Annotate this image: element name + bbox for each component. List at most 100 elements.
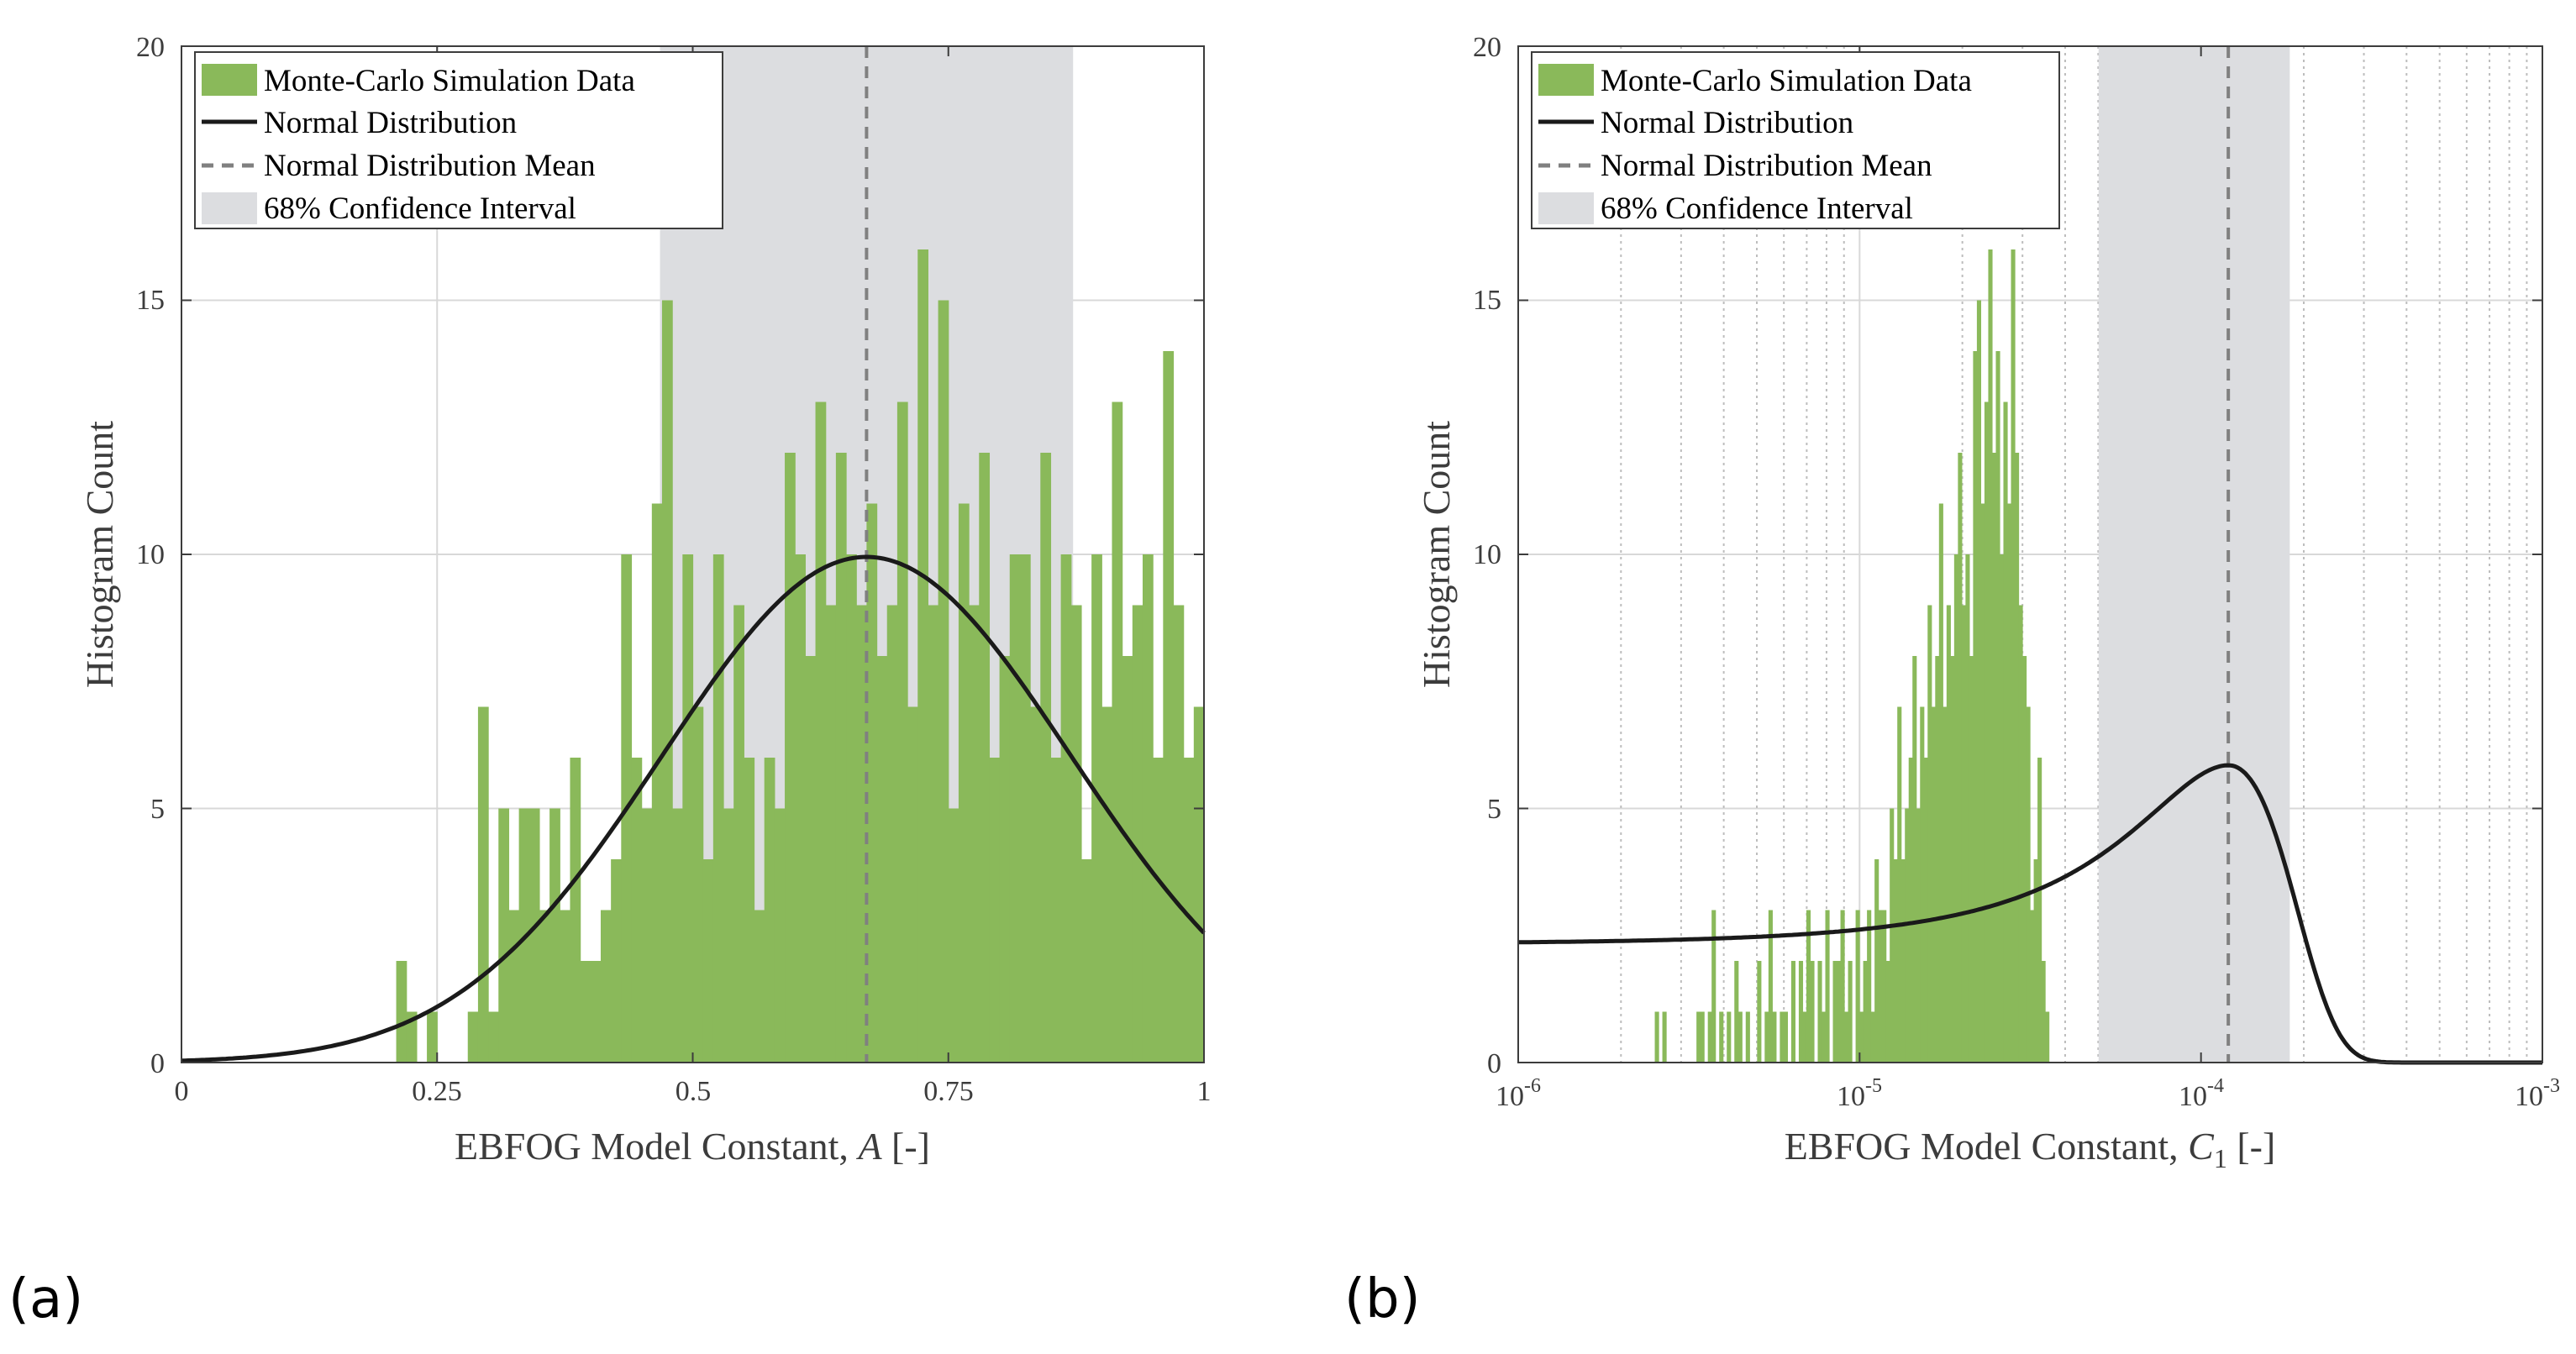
histogram-bar xyxy=(733,605,744,1063)
normal-curve xyxy=(181,554,1206,1063)
histogram-bar xyxy=(1193,706,1205,1063)
legend-ci-swatch xyxy=(1538,192,1594,224)
y-tick-label: 10 xyxy=(1473,539,1501,570)
histogram-bar xyxy=(1009,554,1021,1063)
histogram-bar xyxy=(835,453,847,1063)
histogram-bar xyxy=(1183,758,1195,1063)
histogram-bar xyxy=(1995,351,2000,1063)
histogram-bar xyxy=(1772,1011,1777,1063)
histogram-bar xyxy=(1080,859,1092,1063)
histogram-bar xyxy=(1817,961,1822,1063)
legend-label: Monte-Carlo Simulation Data xyxy=(264,64,635,98)
histogram-bar xyxy=(989,758,1001,1063)
histogram-bar xyxy=(928,605,939,1063)
legend-box xyxy=(194,51,723,229)
histogram-bar xyxy=(1855,910,1860,1063)
y-tick-label: 15 xyxy=(136,285,165,316)
histogram-bar xyxy=(1923,758,1928,1063)
histogram-bar xyxy=(744,758,755,1063)
histogram-bar xyxy=(1711,910,1716,1063)
chart-panel-b: 0 5 10 15 20 10-6 10-5 10-4 10-3 Histogr… xyxy=(1415,32,2560,1173)
histogram-bar xyxy=(1893,859,1898,1063)
histogram-bar xyxy=(1696,1011,1701,1063)
histogram-bar xyxy=(846,554,857,1063)
histogram-bar xyxy=(590,961,602,1063)
histogram-bar xyxy=(1050,758,1062,1063)
histogram-bar xyxy=(754,910,765,1063)
histogram-bar xyxy=(1662,1011,1667,1063)
legend-label: Normal Distribution Mean xyxy=(1601,149,1932,183)
histogram-bar xyxy=(2006,503,2012,1063)
histogram-bar xyxy=(1163,351,1175,1063)
histogram-bar xyxy=(1737,1011,1743,1063)
histogram-bar xyxy=(999,656,1011,1063)
histogram-bar xyxy=(600,910,612,1063)
histogram-bar xyxy=(1882,910,1887,1063)
legend-label: Normal Distribution xyxy=(1601,106,1853,140)
histogram-bar xyxy=(1112,401,1123,1063)
confidence-interval-band xyxy=(2098,46,2290,1063)
x-tick-label: 10-6 xyxy=(1496,1075,1541,1112)
legend-label: Normal Distribution Mean xyxy=(264,149,596,183)
histogram-bar xyxy=(651,503,663,1063)
histogram-bar xyxy=(1916,808,1921,1063)
histogram-bar xyxy=(1999,554,2005,1063)
histogram-bar xyxy=(2041,961,2046,1063)
histogram-bar xyxy=(488,1011,499,1063)
normal-distribution-curve xyxy=(181,554,1206,1063)
histogram-bar xyxy=(856,605,867,1063)
histogram-bar xyxy=(1745,1011,1750,1063)
histogram-bar xyxy=(631,758,643,1063)
histogram-bar xyxy=(1900,859,1906,1063)
histogram-bar xyxy=(1863,961,1868,1063)
histogram-bar xyxy=(1780,1011,1785,1063)
histogram-bar xyxy=(1764,1011,1769,1063)
legend-label: 68% Confidence Interval xyxy=(1601,192,1913,226)
histogram-bar xyxy=(539,910,550,1063)
histogram-bar xyxy=(805,656,817,1063)
histogram-bar xyxy=(938,300,949,1063)
x-tick-label: 0 xyxy=(175,1076,189,1107)
histogram-bar xyxy=(2037,758,2042,1063)
histogram-bar xyxy=(1897,706,1902,1063)
histogram-bar xyxy=(1719,1011,1724,1063)
histogram-bar xyxy=(785,453,796,1063)
y-tick-label: 20 xyxy=(1473,32,1501,63)
legend-label: Normal Distribution xyxy=(264,106,517,140)
histogram-bar xyxy=(958,503,970,1063)
x-axis-label: EBFOG Model Constant, C1 [-] xyxy=(1785,1125,2276,1173)
y-tick-label: 5 xyxy=(1487,794,1501,825)
histogram-bar xyxy=(866,503,878,1063)
histogram-bar xyxy=(1969,656,1974,1063)
y-axis-label: Histogram Count xyxy=(78,421,121,688)
histogram-bar xyxy=(948,808,959,1063)
histogram-bar xyxy=(1867,910,1872,1063)
legend-label: Monte-Carlo Simulation Data xyxy=(1601,64,1972,98)
histogram-bar xyxy=(1802,1011,1807,1063)
histogram-bar xyxy=(641,808,653,1063)
histogram-bar xyxy=(2003,401,2008,1063)
histogram-bar xyxy=(1122,656,1133,1063)
histogram-bar xyxy=(1101,706,1113,1063)
histogram-bar xyxy=(1938,503,1943,1063)
histogram-bar xyxy=(1837,961,1842,1063)
histogram-bar xyxy=(1973,351,1978,1063)
histogram-bar xyxy=(979,453,991,1063)
histogram-bar xyxy=(570,758,581,1063)
x-tick-label: 10-4 xyxy=(2179,1075,2224,1112)
x-tick-label: 0.5 xyxy=(676,1076,712,1107)
x-tick-label: 0.25 xyxy=(412,1076,462,1107)
histogram-bar xyxy=(1700,1011,1705,1063)
histogram-bar xyxy=(672,808,683,1063)
histogram-bar xyxy=(467,1011,479,1063)
histogram-bar xyxy=(1991,453,1997,1063)
histogram-bar xyxy=(774,808,786,1063)
legend-bar-swatch xyxy=(202,64,257,96)
histogram-bar xyxy=(1870,1011,1875,1063)
histogram-bar xyxy=(712,554,724,1063)
chart-panel-a: 0 5 10 15 20 0 0.25 0.5 0.75 1 Histogram… xyxy=(78,32,1212,1168)
histogram-bar xyxy=(907,706,918,1063)
histogram-bar xyxy=(1984,401,1990,1063)
histogram-bar xyxy=(1654,1011,1659,1063)
